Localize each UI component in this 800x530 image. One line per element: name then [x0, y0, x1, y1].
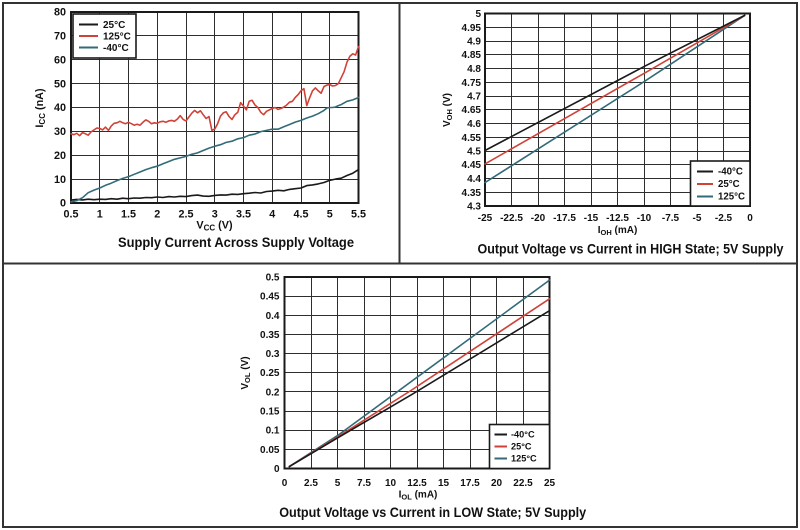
svg-text:5: 5	[327, 209, 333, 221]
svg-text:Output Voltage vs Current in H: Output Voltage vs Current in HIGH State;…	[478, 241, 784, 257]
svg-text:0.35: 0.35	[260, 330, 280, 341]
svg-text:1.5: 1.5	[121, 209, 136, 221]
svg-text:-15: -15	[584, 213, 599, 224]
svg-text:0: 0	[274, 464, 280, 475]
svg-text:60: 60	[54, 55, 66, 67]
svg-text:-40°C: -40°C	[103, 43, 129, 54]
svg-text:25°C: 25°C	[511, 442, 532, 452]
svg-text:4.35: 4.35	[462, 188, 482, 199]
svg-text:1: 1	[97, 209, 103, 221]
svg-text:70: 70	[54, 31, 66, 43]
svg-text:10: 10	[385, 478, 397, 489]
svg-text:2.5: 2.5	[178, 209, 193, 221]
svg-text:0.05: 0.05	[260, 445, 280, 456]
svg-text:Supply Current Across Supply V: Supply Current Across Supply Voltage	[118, 234, 354, 250]
svg-text:VOH (V): VOH (V)	[442, 93, 454, 127]
svg-text:30: 30	[54, 126, 66, 138]
svg-text:20: 20	[54, 150, 66, 162]
svg-text:4: 4	[269, 209, 275, 221]
svg-text:125°C: 125°C	[103, 32, 131, 43]
svg-text:4.45: 4.45	[462, 160, 482, 171]
svg-text:4.8: 4.8	[467, 64, 481, 75]
svg-text:4.65: 4.65	[462, 105, 482, 116]
svg-text:4.4: 4.4	[467, 174, 481, 185]
svg-text:3.5: 3.5	[236, 209, 251, 221]
svg-text:4.95: 4.95	[462, 23, 482, 34]
svg-text:40: 40	[54, 102, 66, 114]
svg-text:0: 0	[60, 198, 66, 210]
svg-text:17.5: 17.5	[460, 478, 480, 489]
svg-text:0.5: 0.5	[266, 273, 280, 284]
svg-text:125°C: 125°C	[511, 454, 537, 464]
svg-text:2.5: 2.5	[304, 478, 318, 489]
svg-text:25: 25	[544, 478, 556, 489]
svg-text:125°C: 125°C	[718, 192, 745, 203]
svg-text:3: 3	[212, 209, 218, 221]
svg-text:-40°C: -40°C	[511, 430, 535, 440]
svg-text:0.5: 0.5	[63, 209, 78, 221]
svg-text:4.55: 4.55	[462, 133, 482, 144]
svg-text:IOH (mA): IOH (mA)	[598, 225, 638, 237]
svg-text:-25: -25	[478, 213, 493, 224]
svg-text:4.6: 4.6	[467, 119, 481, 130]
svg-text:4.7: 4.7	[467, 92, 481, 103]
svg-text:7.5: 7.5	[357, 478, 371, 489]
svg-text:-12.5: -12.5	[606, 213, 629, 224]
svg-text:Output Voltage vs Current in L: Output Voltage vs Current in LOW State; …	[279, 504, 586, 520]
svg-text:-7.5: -7.5	[662, 213, 680, 224]
svg-text:2: 2	[154, 209, 160, 221]
svg-text:4.5: 4.5	[293, 209, 308, 221]
svg-text:IOL (mA): IOL (mA)	[399, 490, 438, 502]
svg-text:4.9: 4.9	[467, 37, 481, 48]
svg-text:-2.5: -2.5	[715, 213, 733, 224]
svg-text:25°C: 25°C	[718, 179, 740, 190]
svg-text:0.2: 0.2	[266, 387, 280, 398]
svg-text:22.5: 22.5	[513, 478, 533, 489]
svg-text:-40°C: -40°C	[718, 167, 743, 178]
svg-text:0.45: 0.45	[260, 292, 280, 303]
svg-text:5.5: 5.5	[351, 209, 366, 221]
svg-text:5: 5	[335, 478, 341, 489]
svg-text:0.25: 0.25	[260, 368, 280, 379]
svg-text:5: 5	[475, 9, 481, 20]
svg-text:50: 50	[54, 78, 66, 90]
svg-text:4.85: 4.85	[462, 50, 482, 61]
svg-text:12.5: 12.5	[407, 478, 427, 489]
svg-text:0.1: 0.1	[266, 426, 280, 437]
svg-text:15: 15	[438, 478, 450, 489]
svg-text:-5: -5	[693, 213, 702, 224]
svg-text:VOL (V): VOL (V)	[240, 356, 252, 389]
svg-text:0.15: 0.15	[260, 407, 280, 418]
svg-text:-20: -20	[531, 213, 546, 224]
svg-text:ICC (nA): ICC (nA)	[34, 88, 47, 128]
svg-text:0: 0	[747, 213, 753, 224]
svg-text:25°C: 25°C	[103, 20, 125, 31]
svg-text:4.75: 4.75	[462, 78, 482, 89]
svg-text:VCC (V): VCC (V)	[196, 220, 233, 233]
svg-text:4.3: 4.3	[467, 202, 481, 213]
svg-text:-10: -10	[637, 213, 652, 224]
svg-text:0.4: 0.4	[266, 311, 280, 322]
svg-text:20: 20	[491, 478, 503, 489]
svg-text:0: 0	[282, 478, 288, 489]
svg-text:0.3: 0.3	[266, 349, 280, 360]
svg-text:80: 80	[54, 7, 66, 19]
svg-text:-17.5: -17.5	[553, 213, 576, 224]
svg-text:-22.5: -22.5	[500, 213, 523, 224]
svg-text:10: 10	[54, 174, 66, 186]
svg-text:4.5: 4.5	[467, 147, 481, 158]
